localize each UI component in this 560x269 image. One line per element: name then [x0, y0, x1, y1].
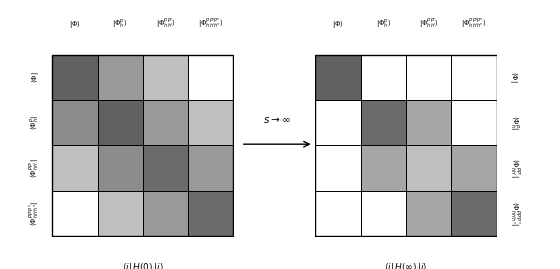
Text: $s\to\infty$: $s\to\infty$	[263, 115, 291, 125]
Bar	[188, 100, 234, 145]
Bar	[406, 145, 451, 190]
Bar	[406, 55, 451, 100]
Text: $\langle\Phi^{pp'p''}_{hh'h''}|$: $\langle\Phi^{pp'p''}_{hh'h''}|$	[27, 201, 41, 226]
Bar	[52, 145, 97, 190]
Text: $\langle\Phi^{pp'}_{hh'}|$: $\langle\Phi^{pp'}_{hh'}|$	[508, 158, 521, 178]
Bar	[315, 55, 361, 100]
Bar	[451, 145, 497, 190]
Text: $|\Phi\rangle$: $|\Phi\rangle$	[332, 18, 344, 30]
Text: $|\Phi^{pp'}_{hh'}\rangle$: $|\Phi^{pp'}_{hh'}\rangle$	[419, 16, 438, 30]
Bar	[97, 145, 143, 190]
Bar	[361, 100, 406, 145]
Bar	[406, 100, 451, 145]
Text: $\langle\Phi^p_h|$: $\langle\Phi^p_h|$	[29, 115, 41, 130]
Text: $|\Phi\rangle$: $|\Phi\rangle$	[69, 18, 81, 30]
Bar	[52, 190, 97, 236]
Text: $\langle\Phi^{pp'p''}_{hh'h''}|$: $\langle\Phi^{pp'p''}_{hh'h''}|$	[508, 201, 521, 226]
Text: $|\Phi^p_h\rangle$: $|\Phi^p_h\rangle$	[113, 18, 128, 30]
Text: $|\Phi^{pp'p''}_{hh'h''}\rangle$: $|\Phi^{pp'p''}_{hh'h''}\rangle$	[198, 16, 223, 30]
Bar	[52, 55, 97, 100]
Text: $\langle\Phi|$: $\langle\Phi|$	[508, 72, 520, 83]
Text: $\langle i|\,H(0)\,|j\rangle$: $\langle i|\,H(0)\,|j\rangle$	[122, 261, 164, 269]
Bar	[97, 100, 143, 145]
Text: $\langle\Phi|$: $\langle\Phi|$	[29, 72, 41, 83]
Bar	[52, 100, 97, 145]
Bar	[97, 190, 143, 236]
Bar	[406, 190, 451, 236]
Text: $|\Phi^p_h\rangle$: $|\Phi^p_h\rangle$	[376, 18, 391, 30]
Text: $\langle\Phi^{pp'}_{hh'}|$: $\langle\Phi^{pp'}_{hh'}|$	[27, 158, 41, 178]
Text: $\langle\Phi^p_h|$: $\langle\Phi^p_h|$	[508, 115, 520, 130]
Bar	[451, 190, 497, 236]
Bar	[361, 145, 406, 190]
Text: $\langle i|\,H(\infty)\,|j\rangle$: $\langle i|\,H(\infty)\,|j\rangle$	[384, 261, 428, 269]
Bar	[143, 55, 188, 100]
Bar	[188, 190, 234, 236]
Bar	[188, 145, 234, 190]
Bar	[361, 190, 406, 236]
Bar	[143, 145, 188, 190]
Bar	[315, 190, 361, 236]
Bar	[451, 100, 497, 145]
Bar	[97, 55, 143, 100]
Text: $|\Phi^{pp'}_{hh'}\rangle$: $|\Phi^{pp'}_{hh'}\rangle$	[156, 16, 175, 30]
Bar	[315, 100, 361, 145]
Bar	[188, 55, 234, 100]
Text: $|\Phi^{pp'p''}_{hh'h''}\rangle$: $|\Phi^{pp'p''}_{hh'h''}\rangle$	[461, 16, 487, 30]
Bar	[143, 190, 188, 236]
Bar	[315, 145, 361, 190]
Bar	[143, 100, 188, 145]
Bar	[451, 55, 497, 100]
Bar	[361, 55, 406, 100]
